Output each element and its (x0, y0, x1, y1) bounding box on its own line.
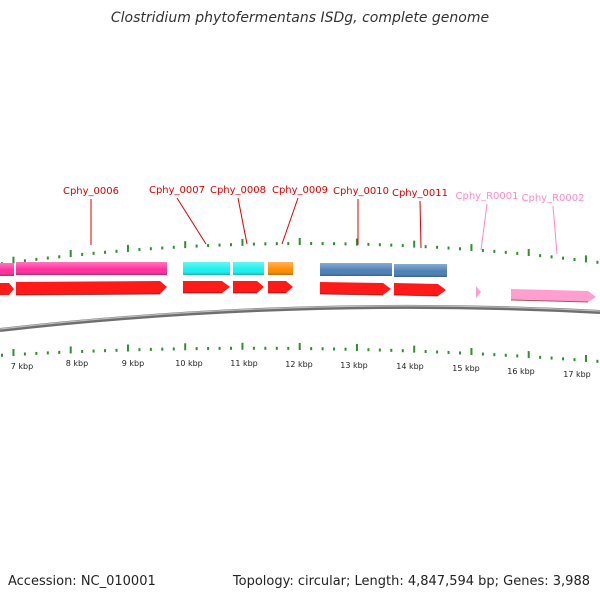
gene-label-layer: Cphy_0006 Cphy_0007 Cphy_0008 Cphy_0009 Cphy… (63, 185, 585, 255)
feature-block-cphy-0007-shade (183, 262, 230, 275)
kbp-label: 8 kbp (66, 359, 88, 368)
kbp-label: 14 kbp (396, 362, 424, 371)
feature-track (0, 262, 447, 277)
gene-leader-line (176, 197, 207, 245)
gene-arrow-cphy-0011[interactable] (394, 283, 446, 296)
topology-text: Topology: circular; Length: 4,847,594 bp… (232, 574, 590, 589)
gene-arrow-cphy-r0002[interactable] (511, 289, 596, 302)
gene-leader-line (237, 197, 248, 245)
gene-label[interactable]: Cphy_R0001 (456, 191, 519, 202)
gene-leader-line (552, 205, 558, 255)
genome-backbone-highlight (0, 305, 600, 330)
gene-label[interactable]: Cphy_0009 (272, 185, 328, 196)
kbp-label: 15 kbp (452, 364, 480, 373)
feature-block-cphy-0011-shade (394, 264, 447, 277)
gene-arrow-cphy-0005[interactable] (0, 283, 14, 295)
gene-leader-line (419, 200, 422, 249)
lower-tick-row (1, 342, 599, 363)
feature-block-cphy-0009-shade (268, 262, 293, 275)
gene-leader-line (281, 197, 299, 245)
gene-arrow-track (0, 281, 596, 303)
gene-label[interactable]: Cphy_0006 (63, 186, 119, 197)
kbp-label-layer: 7 kbp 8 kbp 9 kbp 10 kbp 11 kbp 12 kbp 13 kbp 1… (11, 359, 591, 379)
gene-leader-line (480, 203, 488, 251)
gene-label[interactable]: Cphy_0010 (333, 186, 389, 197)
kbp-label: 10 kbp (175, 359, 203, 368)
gene-arrow-shadow (15, 292, 589, 303)
gene-arrow-cphy-r0001[interactable] (476, 286, 481, 298)
gene-label[interactable]: Cphy_0008 (210, 185, 266, 196)
upper-tick-row (1, 238, 599, 266)
kbp-label: 7 kbp (11, 362, 33, 371)
gene-arrow-cphy-0007[interactable] (183, 281, 230, 293)
genome-backbone (0, 304, 600, 332)
kbp-label: 13 kbp (340, 361, 368, 370)
gene-label[interactable]: Cphy_R0002 (522, 193, 585, 204)
gene-label[interactable]: Cphy_0011 (392, 188, 448, 199)
feature-block-cphy-0010-shade (320, 263, 392, 276)
feature-block-cphy-0006-shade (16, 262, 167, 275)
feature-block-cphy-0008-shade (233, 262, 264, 275)
gene-arrow-cphy-0009[interactable] (268, 281, 293, 293)
kbp-label: 12 kbp (285, 360, 313, 369)
gene-arrow-cphy-0008[interactable] (233, 281, 264, 293)
gene-arrow-cphy-0010[interactable] (320, 282, 391, 295)
gene-arrow-cphy-0006[interactable] (16, 281, 167, 295)
accession-text: Accession: NC_010001 (8, 574, 156, 589)
kbp-label: 17 kbp (563, 370, 591, 379)
genome-title: Clostridium phytofermentans ISDg, comple… (110, 10, 490, 26)
kbp-label: 16 kbp (507, 367, 535, 376)
feature-block-cphy-0005-shade (0, 263, 14, 276)
gene-label[interactable]: Cphy_0007 (149, 185, 205, 196)
kbp-label: 11 kbp (230, 359, 258, 368)
kbp-label: 9 kbp (122, 359, 144, 368)
